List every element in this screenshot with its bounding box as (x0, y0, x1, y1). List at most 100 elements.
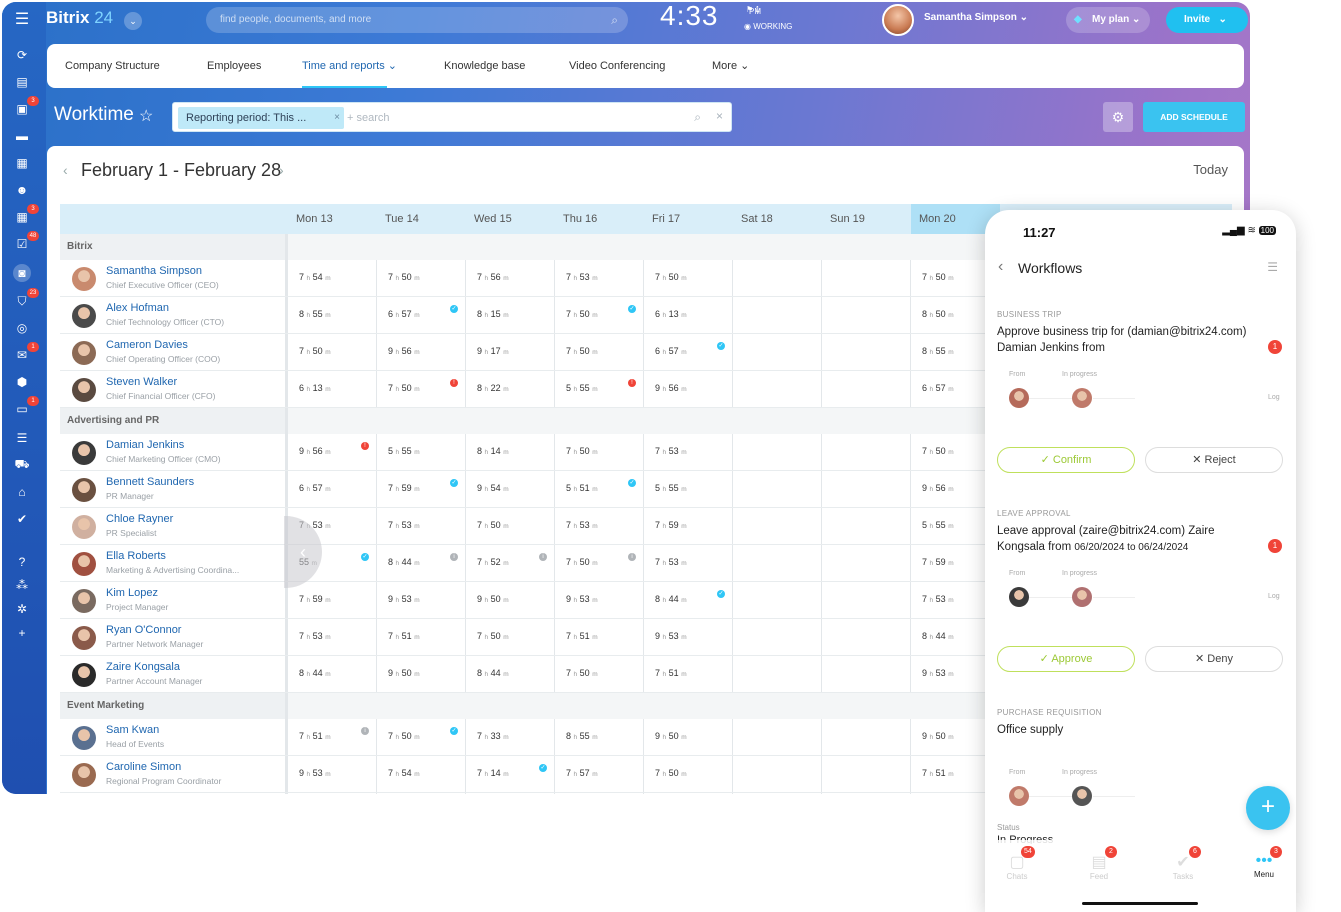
worktime-cell[interactable]: 7 h 50 m (566, 557, 598, 567)
prev-period-icon[interactable]: ‹ (63, 162, 68, 178)
avatar[interactable] (72, 441, 96, 465)
avatar[interactable] (1072, 388, 1092, 408)
worktime-cell[interactable]: 7 h 50 m (477, 631, 509, 641)
employee-name[interactable]: Zaire Kongsala (106, 661, 180, 673)
nav-employees[interactable]: Employees (207, 60, 262, 72)
worktime-cell[interactable]: 6 h 57 m (388, 309, 420, 319)
approve-button[interactable]: ✓ Approve (997, 646, 1135, 672)
reject-button[interactable]: ✕ Reject (1145, 447, 1283, 473)
settings-button[interactable]: ⚙ (1103, 102, 1133, 132)
card-title[interactable]: Leave approval (zaire@bitrix24.com) Zair… (997, 523, 1265, 556)
worktime-cell[interactable]: 7 h 59 m (299, 594, 331, 604)
worktime-cell[interactable]: 7 h 51 m (922, 768, 954, 778)
logo[interactable]: Bitrix 24 (46, 8, 114, 27)
search-icon[interactable]: ⌕ (694, 110, 701, 124)
filter-icon[interactable]: ⛉ (17, 293, 27, 308)
worktime-cell[interactable]: 7 h 59 m (922, 557, 954, 567)
store-icon[interactable]: ⌂ (18, 485, 26, 499)
worktime-cell[interactable]: 5 h 55 m (922, 520, 954, 530)
worktime-cell[interactable]: 9 h 50 m (477, 594, 509, 604)
check-icon[interactable]: ✓ (717, 590, 725, 598)
worktime-cell[interactable]: 7 h 52 m (477, 557, 509, 567)
employee-name[interactable]: Ryan O'Connor (106, 624, 182, 636)
info-icon[interactable]: i (361, 727, 369, 735)
worktime-cell[interactable]: 9 h 17 m (477, 346, 509, 356)
check-icon[interactable]: ✓ (539, 764, 547, 772)
clear-icon[interactable]: × (715, 109, 723, 123)
help-icon[interactable]: ? (18, 555, 26, 569)
worktime-cell[interactable]: 9 h 53 m (388, 594, 420, 604)
global-search-input[interactable]: find people, documents, and more ⌕ (206, 7, 628, 33)
worktime-cell[interactable]: 9 h 53 m (655, 631, 687, 641)
cart-icon[interactable]: ⛟ (14, 457, 30, 471)
worktime-cell[interactable]: 7 h 50 m (388, 731, 420, 741)
avatar[interactable] (72, 341, 96, 365)
check-icon[interactable]: ✓ (361, 553, 369, 561)
close-icon[interactable]: × (334, 112, 340, 123)
target-icon[interactable]: ◎ (16, 321, 28, 335)
avatar[interactable] (1009, 388, 1029, 408)
worktime-cell[interactable]: 8 h 44 m (655, 594, 687, 604)
worktime-cell[interactable]: 7 h 50 m (566, 309, 598, 319)
activity-stream-icon[interactable]: ⟳ (16, 48, 28, 62)
filter-bar[interactable]: Reporting period: This ... × + search ⌕ × (172, 102, 732, 132)
worktime-cell[interactable]: 8 h 44 m (477, 668, 509, 678)
employee-name[interactable]: Chloe Rayner (106, 513, 174, 525)
avatar[interactable] (72, 663, 96, 687)
worktime-cell[interactable]: 7 h 59 m (655, 520, 687, 530)
worktime-cell[interactable]: 9 h 54 m (477, 483, 509, 493)
worktime-cell[interactable]: 7 h 14 m (477, 768, 509, 778)
worktime-cell[interactable]: 8 h 44 m (388, 557, 420, 567)
employee-name[interactable]: Bennett Saunders (106, 476, 195, 488)
my-plan-button[interactable]: ◆ My plan ⌄ (1066, 7, 1150, 33)
nav-time-and-reports[interactable]: Time and reports ⌄ (302, 44, 397, 88)
today-button[interactable]: Today (1193, 162, 1228, 177)
employee-name[interactable]: Caroline Simon (106, 761, 182, 773)
add-schedule-button[interactable]: ADD SCHEDULE (1143, 102, 1245, 132)
worktime-cell[interactable]: 9 h 53 m (922, 668, 954, 678)
worktime-cell[interactable]: 6 h 13 m (299, 383, 331, 393)
warning-icon[interactable]: ! (628, 379, 636, 387)
mail-icon[interactable]: ✉ (16, 348, 28, 362)
worktime-cell[interactable]: 6 h 57 m (922, 383, 954, 393)
worktime-cell[interactable]: 8 h 55 m (566, 731, 598, 741)
drive-icon[interactable]: ▬ (16, 129, 28, 143)
worktime-cell[interactable]: 9 h 56 m (388, 346, 420, 356)
worktime-cell[interactable]: 7 h 53 m (655, 557, 687, 567)
check-icon[interactable]: ✓ (450, 479, 458, 487)
worktime-cell[interactable]: 6 h 13 m (655, 309, 687, 319)
filter-icon[interactable]: ☰ (1267, 260, 1278, 274)
worktime-cell[interactable]: 7 h 53 m (299, 631, 331, 641)
check-icon[interactable]: ✓ (450, 727, 458, 735)
tab-tasks[interactable]: ✔ Tasks 6 (1163, 846, 1203, 881)
worktime-cell[interactable]: 7 h 59 m (388, 483, 420, 493)
employee-name[interactable]: Steven Walker (106, 376, 178, 388)
worktime-cell[interactable]: 7 h 51 m (566, 631, 598, 641)
info-icon[interactable]: i (539, 553, 547, 561)
calendar-icon[interactable]: ▦ (16, 210, 28, 224)
contact-card-icon[interactable]: ◙ (13, 264, 31, 282)
avatar[interactable] (1009, 786, 1029, 806)
avatar[interactable] (72, 726, 96, 750)
worktime-cell[interactable]: 7 h 51 m (299, 731, 331, 741)
worktime-cell[interactable]: 7 h 50 m (477, 520, 509, 530)
worktime-cell[interactable]: 7 h 57 m (566, 768, 598, 778)
employee-name[interactable]: Cameron Davies (106, 339, 188, 351)
star-icon[interactable]: ☆ (139, 108, 154, 125)
worktime-cell[interactable]: 5 h 55 m (655, 483, 687, 493)
avatar[interactable] (72, 626, 96, 650)
invite-button[interactable]: Invite ⌄ (1166, 7, 1248, 33)
worktime-cell[interactable]: 7 h 50 m (388, 272, 420, 282)
worktime-cell[interactable]: 7 h 53 m (655, 446, 687, 456)
worktime-cell[interactable]: 6 h 57 m (299, 483, 331, 493)
info-icon[interactable]: i (450, 553, 458, 561)
tab-chats[interactable]: ▢ Chats 54 (997, 846, 1037, 881)
worktime-cell[interactable]: 5 h 55 m (566, 383, 598, 393)
sliders-icon[interactable]: ☰ (16, 431, 28, 445)
info-icon[interactable]: i (628, 553, 636, 561)
worktime-cell[interactable]: 7 h 50 m (566, 346, 598, 356)
worktime-cell[interactable]: 7 h 50 m (655, 768, 687, 778)
worktime-cell[interactable]: 7 h 50 m (388, 383, 420, 393)
avatar[interactable] (72, 763, 96, 787)
worktime-cell[interactable]: 6 h 57 m (655, 346, 687, 356)
